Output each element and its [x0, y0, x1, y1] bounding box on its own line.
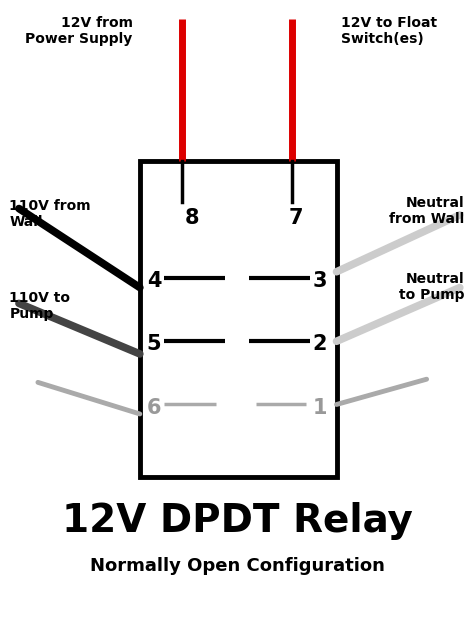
Text: 110V from
Wall: 110V from Wall — [9, 199, 91, 229]
Text: 6: 6 — [147, 398, 161, 418]
Text: 1: 1 — [313, 398, 327, 418]
Text: 7: 7 — [289, 208, 303, 228]
Text: 3: 3 — [313, 271, 327, 291]
Text: 4: 4 — [147, 271, 161, 291]
Bar — [140, 161, 337, 477]
Text: 12V DPDT Relay: 12V DPDT Relay — [62, 502, 412, 540]
Text: 8: 8 — [185, 208, 199, 228]
Text: 110V to
Pump: 110V to Pump — [9, 291, 71, 321]
Text: 12V to Float
Switch(es): 12V to Float Switch(es) — [341, 16, 438, 46]
Text: Neutral
to Pump: Neutral to Pump — [399, 272, 465, 302]
Text: 12V from
Power Supply: 12V from Power Supply — [26, 16, 133, 46]
Text: 5: 5 — [147, 334, 161, 355]
Text: 2: 2 — [313, 334, 327, 355]
Text: Normally Open Configuration: Normally Open Configuration — [90, 557, 384, 574]
Text: Neutral
from Wall: Neutral from Wall — [389, 196, 465, 226]
